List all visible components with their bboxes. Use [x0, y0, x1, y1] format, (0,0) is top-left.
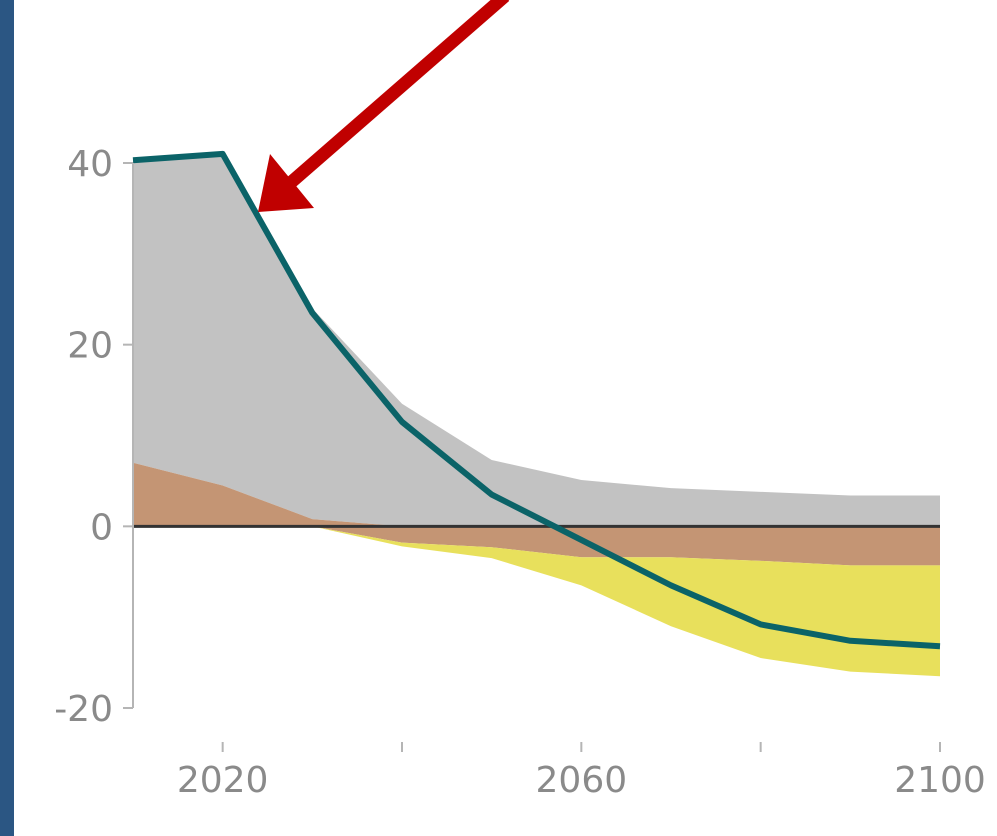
series-lines [132, 150, 941, 650]
annotation-arrow [258, 0, 510, 212]
stacked-areas [133, 153, 940, 677]
area-band-2 [133, 526, 940, 677]
x-tick-label: 2020 [177, 760, 269, 801]
arrow-shaft [275, 0, 510, 197]
x-tick-label: 2060 [536, 760, 628, 801]
y-tick-label: 0 [90, 507, 113, 548]
arrow-head [258, 154, 314, 212]
y-tick-label: 20 [67, 326, 113, 367]
series-line-3 [132, 150, 941, 650]
y-tick-label: 40 [67, 144, 113, 185]
y-tick-label: -20 [54, 689, 113, 730]
area-band-1 [133, 462, 940, 566]
area-band-0 [133, 153, 940, 527]
x-axis: 2020 2060 2100 [177, 742, 986, 801]
chart-frame: 40 20 0 -20 2020 2060 2100 [14, 0, 997, 836]
area-chart: 40 20 0 -20 2020 2060 2100 [54, 0, 986, 801]
y-axis: 40 20 0 -20 [54, 144, 134, 730]
x-tick-label: 2100 [894, 760, 986, 801]
